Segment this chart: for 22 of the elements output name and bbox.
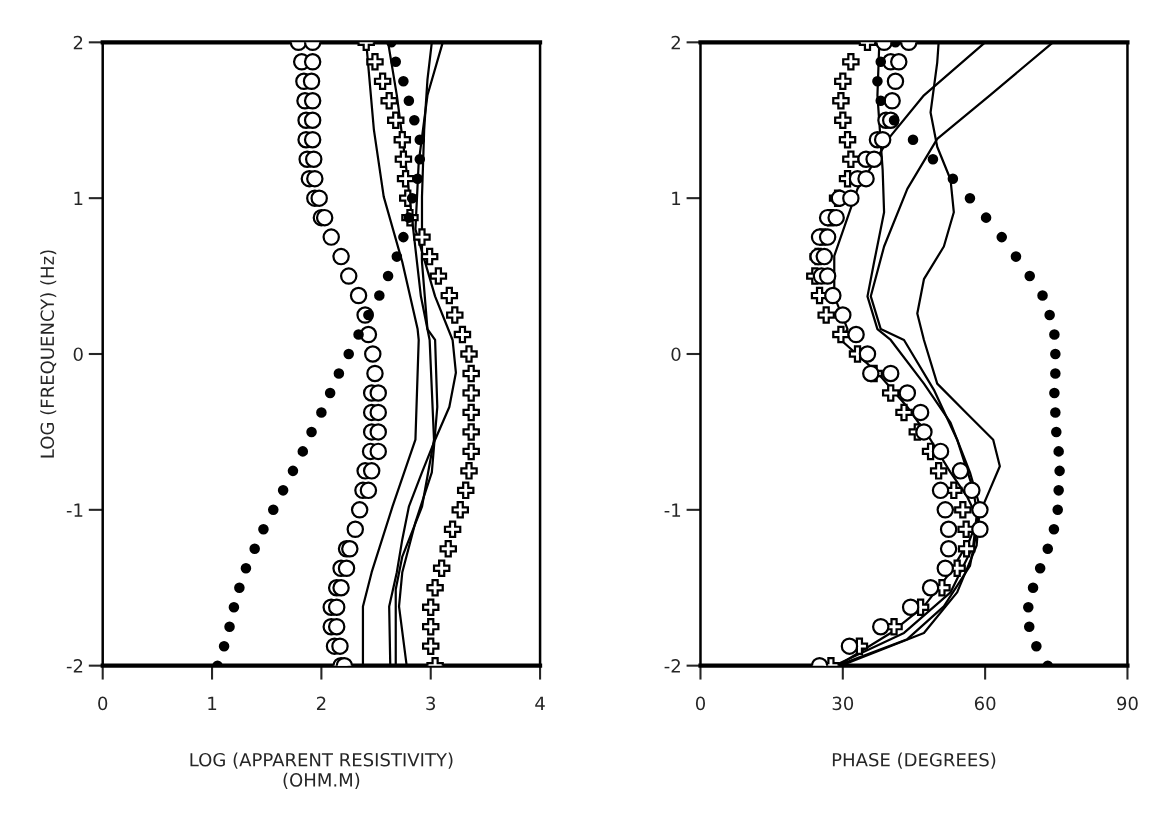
x-axis-title: PHASE (DEGREES) (832, 752, 996, 769)
y-tick-label: 2 (671, 35, 680, 50)
y-tick-label: 1 (672, 191, 681, 206)
y-axis-title: LOG (FREQUENCY) (Hz) (40, 250, 57, 458)
x-tick-label: 1 (208, 696, 217, 710)
y-tick-label: -2 (664, 659, 680, 673)
x-tick-label: 4 (535, 696, 545, 710)
y-tick-label: 0 (73, 347, 83, 362)
y-tick-label: -1 (664, 503, 681, 517)
y-tick-label: -1 (66, 503, 83, 517)
y-tick-label: 1 (74, 191, 83, 206)
x-tick-label: 3 (426, 696, 436, 711)
x-tick-label: 2 (316, 696, 326, 710)
x-tick-label: 30 (832, 696, 854, 711)
y-tick-label: 2 (73, 35, 83, 50)
y-tick-label: 0 (671, 347, 681, 362)
y-tick-label: -2 (66, 659, 83, 673)
x-tick-label: 90 (1117, 696, 1138, 711)
x-tick-label: 0 (98, 696, 108, 711)
x-tick-label: 0 (695, 696, 706, 711)
x-tick-label: 60 (974, 696, 996, 711)
x-axis-title: LOG (APPARENT RESISTIVITY) (OHM.M) (190, 752, 453, 789)
